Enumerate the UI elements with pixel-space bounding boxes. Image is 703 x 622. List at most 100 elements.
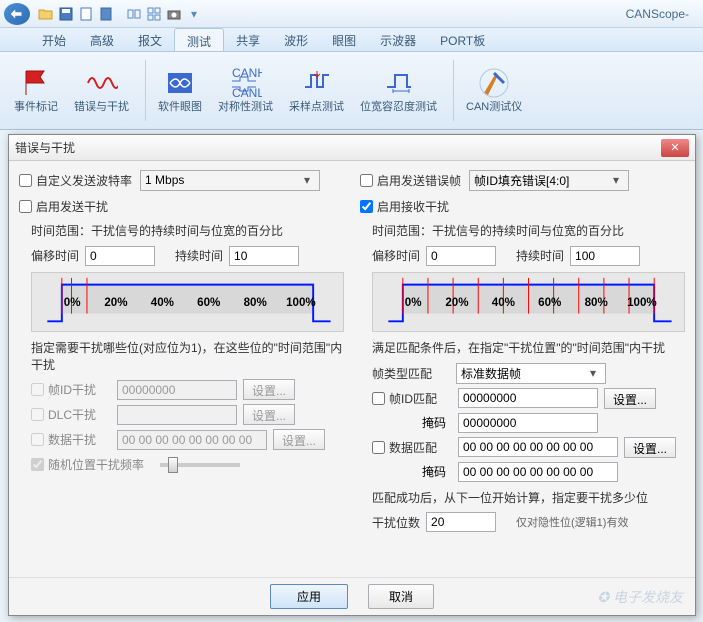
offset-label-r: 偏移时间 <box>372 247 420 264</box>
dialog-close-button[interactable]: ✕ <box>661 139 689 157</box>
event-mark-button[interactable]: 事件标记 <box>8 56 64 125</box>
ribbon-tabs: 开始 高级 报文 测试 共享 波形 眼图 示波器 PORT板 <box>0 28 703 52</box>
frame-type-combo[interactable]: 标准数据帧 ▾ <box>456 363 606 384</box>
enable-recv-label: 启用接收干扰 <box>377 198 449 215</box>
software-eye-button[interactable]: 软件眼图 <box>152 56 208 125</box>
can-tester-button[interactable]: CAN测试仪 <box>460 56 528 125</box>
offset-input[interactable] <box>85 246 155 266</box>
data-set-button: 设置... <box>273 429 325 450</box>
enable-err-label: 启用发送错误帧 <box>377 172 461 189</box>
data-match-input[interactable] <box>458 437 618 457</box>
camera-icon[interactable] <box>166 6 182 22</box>
grid-small-icon[interactable] <box>126 6 142 22</box>
tolerance-icon <box>383 67 415 99</box>
tab-share[interactable]: 共享 <box>224 28 272 51</box>
tab-message[interactable]: 报文 <box>126 28 174 51</box>
duration-label: 持续时间 <box>175 247 223 264</box>
canh-canl-icon: CANH CANL <box>230 67 262 99</box>
custom-baud-checkbox[interactable] <box>19 174 32 187</box>
titlebar: ▾ CANScope- <box>0 0 703 28</box>
svg-text:CANH: CANH <box>232 67 262 80</box>
document-icon[interactable] <box>78 6 94 22</box>
error-disturb-button[interactable]: 错误与干扰 <box>68 56 135 125</box>
chevron-down-icon: ▾ <box>585 366 601 380</box>
data-match-checkbox[interactable] <box>372 441 385 454</box>
dlc-checkbox <box>31 408 44 421</box>
svg-text:40%: 40% <box>492 296 515 309</box>
match-desc: 满足匹配条件后，在指定"干扰位置"的"时间范围"内干扰 <box>372 340 685 357</box>
disturb-bits-label: 干扰位数 <box>372 514 420 531</box>
err-frame-combo[interactable]: 帧ID填充错误[4:0] ▾ <box>469 170 629 191</box>
frame-id-match-set-button[interactable]: 设置... <box>604 388 656 409</box>
mask-label: 掩码 <box>372 414 452 431</box>
wave-red-icon <box>86 67 118 99</box>
frame-id-match-input[interactable] <box>458 388 598 408</box>
tab-eye[interactable]: 眼图 <box>320 28 368 51</box>
specify-desc: 指定需要干扰哪些位(对应位为1)，在这些位的"时间范围"内干扰 <box>31 340 344 374</box>
sample-test-button[interactable]: 采样点测试 <box>283 56 350 125</box>
tab-start[interactable]: 开始 <box>30 28 78 51</box>
tab-scope[interactable]: 示波器 <box>368 28 428 51</box>
apply-button[interactable]: 应用 <box>270 584 348 609</box>
tab-waveform[interactable]: 波形 <box>272 28 320 51</box>
sample-icon <box>301 67 333 99</box>
tolerance-test-button[interactable]: 位宽容忍度测试 <box>354 56 443 125</box>
data-input <box>117 430 267 450</box>
random-checkbox <box>31 458 44 471</box>
svg-text:20%: 20% <box>445 296 468 309</box>
svg-text:60%: 60% <box>538 296 561 309</box>
dialog-title: 错误与干扰 <box>15 139 661 156</box>
mask-input[interactable] <box>458 413 598 433</box>
frame-type-label: 帧类型匹配 <box>372 365 444 382</box>
time-range-desc: 时间范围：干扰信号的持续时间与位宽的百分比 <box>31 223 344 240</box>
dialog-titlebar: 错误与干扰 ✕ <box>9 135 695 161</box>
qat-dropdown-icon[interactable]: ▾ <box>186 6 202 22</box>
svg-text:CANL: CANL <box>232 86 262 99</box>
cancel-button[interactable]: 取消 <box>368 584 434 609</box>
flag-icon <box>20 67 52 99</box>
grid-large-icon[interactable] <box>146 6 162 22</box>
data-checkbox <box>31 433 44 446</box>
svg-text:80%: 80% <box>244 296 267 309</box>
enable-recv-checkbox[interactable] <box>360 200 373 213</box>
waveform-right: 0%20%40% 60%80%100% <box>372 272 685 332</box>
enable-err-checkbox[interactable] <box>360 174 373 187</box>
right-panel: 启用发送错误帧 帧ID填充错误[4:0] ▾ 启用接收干扰 时间范围：干扰信号的… <box>360 169 685 569</box>
svg-text:40%: 40% <box>151 296 174 309</box>
frame-id-checkbox <box>31 383 44 396</box>
random-label: 随机位置干扰频率 <box>48 456 144 473</box>
match-success-desc: 匹配成功后，从下一位开始计算，指定要干扰多少位 <box>372 490 685 507</box>
can-tester-icon <box>478 67 510 99</box>
folder-open-icon[interactable] <box>38 6 54 22</box>
data-mask-label: 掩码 <box>372 463 452 480</box>
frame-id-input <box>117 380 237 400</box>
print-icon[interactable] <box>98 6 114 22</box>
offset-input-r[interactable] <box>426 246 496 266</box>
dialog-footer: 应用 取消 <box>9 577 695 615</box>
disturb-bits-input[interactable] <box>426 512 496 532</box>
tab-test[interactable]: 测试 <box>174 28 224 51</box>
tab-advanced[interactable]: 高级 <box>78 28 126 51</box>
baud-combo[interactable]: 1 Mbps ▾ <box>140 170 320 191</box>
ribbon-content: 事件标记 错误与干扰 软件眼图 CANHCANL 对称性测试 采样点测试 位宽容… <box>0 52 703 130</box>
svg-text:0%: 0% <box>405 296 422 309</box>
error-disturb-dialog: 错误与干扰 ✕ 自定义发送波特率 1 Mbps ▾ 启用发送干扰 时间范围：干扰… <box>8 134 696 616</box>
svg-text:100%: 100% <box>286 296 316 309</box>
duration-input[interactable] <box>229 246 299 266</box>
tab-port[interactable]: PORT板 <box>428 28 497 51</box>
duration-input-r[interactable] <box>570 246 640 266</box>
time-range-desc-r: 时间范围：干扰信号的持续时间与位宽的百分比 <box>372 223 685 240</box>
data-match-set-button[interactable]: 设置... <box>624 437 676 458</box>
frame-id-match-checkbox[interactable] <box>372 392 385 405</box>
hidden-note: 仅对隐性位(逻辑1)有效 <box>516 514 628 530</box>
symmetry-test-button[interactable]: CANHCANL 对称性测试 <box>212 56 279 125</box>
app-icon <box>4 3 30 25</box>
data-mask-input[interactable] <box>458 462 618 482</box>
offset-label: 偏移时间 <box>31 247 79 264</box>
enable-send-checkbox[interactable] <box>19 200 32 213</box>
eye-diagram-icon <box>164 67 196 99</box>
save-icon[interactable] <box>58 6 74 22</box>
custom-baud-label: 自定义发送波特率 <box>36 172 132 189</box>
enable-send-label: 启用发送干扰 <box>36 198 108 215</box>
left-panel: 自定义发送波特率 1 Mbps ▾ 启用发送干扰 时间范围：干扰信号的持续时间与… <box>19 169 344 569</box>
